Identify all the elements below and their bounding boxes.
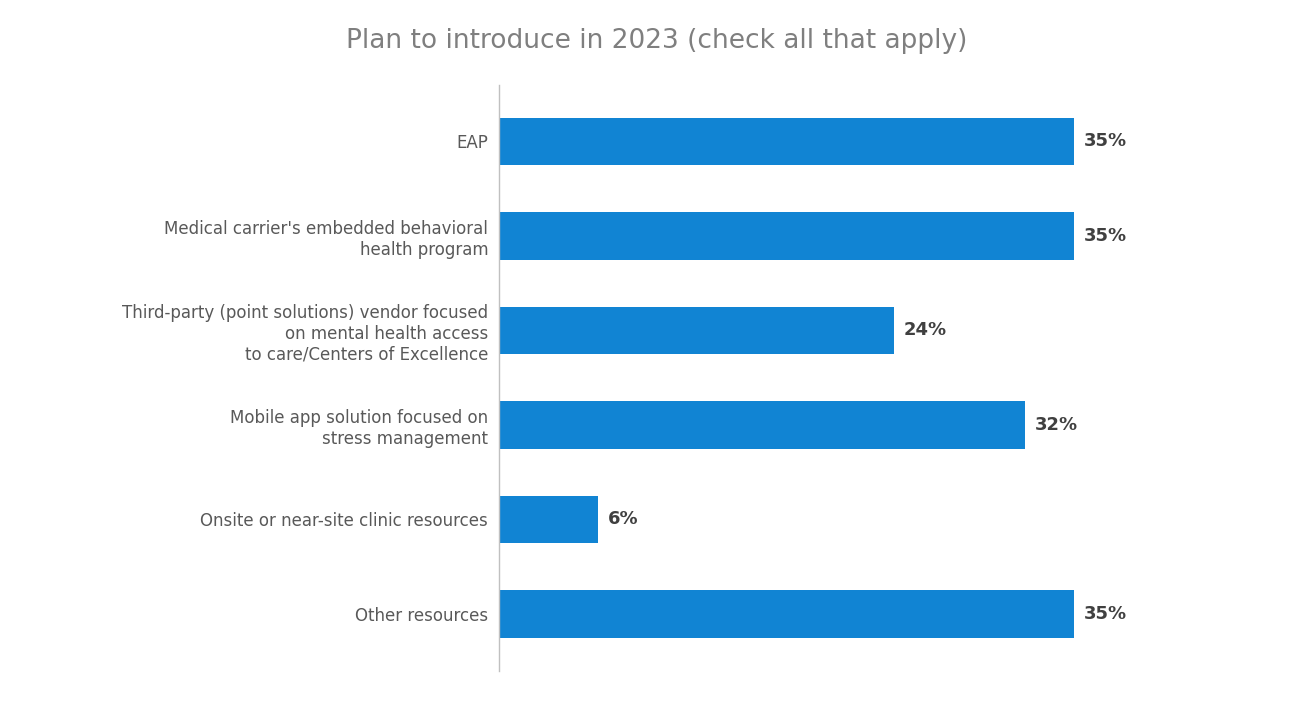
Text: 35%: 35%	[1084, 227, 1127, 245]
Bar	[499, 118, 1074, 165]
Bar	[499, 213, 1074, 260]
Bar	[499, 401, 1025, 448]
Bar	[499, 307, 894, 354]
Bar	[499, 590, 1074, 638]
Text: 32%: 32%	[1035, 416, 1077, 434]
Text: 24%: 24%	[904, 321, 946, 340]
Text: 35%: 35%	[1084, 605, 1127, 623]
Bar	[499, 496, 598, 543]
Text: Plan to introduce in 2023 (check all that apply): Plan to introduce in 2023 (check all tha…	[347, 28, 967, 54]
Text: 6%: 6%	[607, 510, 639, 529]
Text: 35%: 35%	[1084, 133, 1127, 150]
